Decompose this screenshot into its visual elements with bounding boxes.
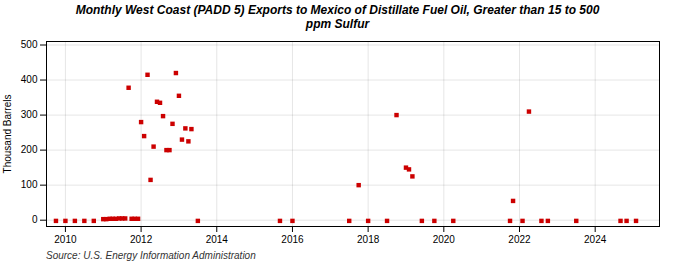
svg-text:2020: 2020 xyxy=(433,234,456,245)
svg-text:300: 300 xyxy=(21,109,38,120)
svg-text:0: 0 xyxy=(32,214,38,225)
html-text:Source: U.S. Energy Informatio: Source: U.S. Energy Information Administ… xyxy=(46,250,256,261)
svg-text:2022: 2022 xyxy=(508,234,531,245)
svg-text:2016: 2016 xyxy=(281,234,304,245)
svg-text:400: 400 xyxy=(21,74,38,85)
svg-text:2014: 2014 xyxy=(206,234,229,245)
svg-text:2024: 2024 xyxy=(584,234,607,245)
svg-text:100: 100 xyxy=(21,179,38,190)
svg-text:2010: 2010 xyxy=(54,234,77,245)
svg-text:2012: 2012 xyxy=(130,234,153,245)
svg-text:Thousand Barrels: Thousand Barrels xyxy=(2,95,13,174)
svg-text:500: 500 xyxy=(21,39,38,50)
svg-text:2018: 2018 xyxy=(357,234,380,245)
html-text:Monthly West Coast (PADD 5) Ex: Monthly West Coast (PADD 5) Exports to M… xyxy=(75,3,600,31)
svg-text:200: 200 xyxy=(21,144,38,155)
